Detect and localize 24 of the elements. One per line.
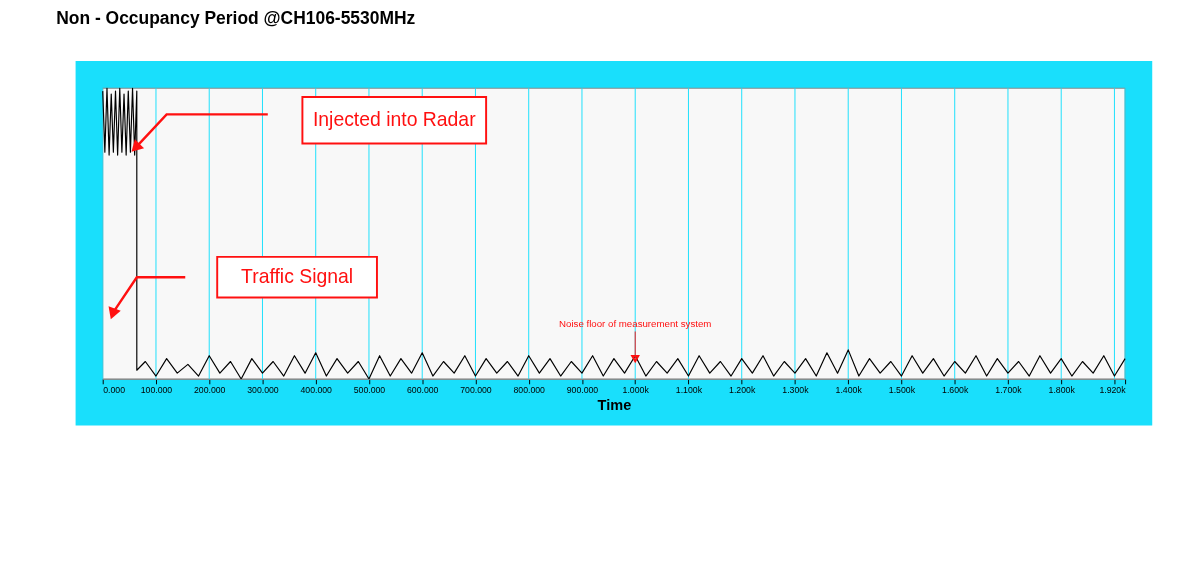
- x-tick-label: 100.000: [140, 385, 173, 396]
- x-tick-label: 800.000: [513, 385, 546, 396]
- x-tick-label: 1.500k: [888, 385, 916, 396]
- x-tick-label: 0.000: [103, 385, 126, 396]
- x-tick-label: 1.100k: [675, 385, 703, 396]
- x-tick-label: 1.920k: [1099, 385, 1127, 396]
- annotation: Traffic Signal: [241, 265, 354, 288]
- x-tick-label: 700.000: [460, 385, 492, 396]
- x-axis-title: Time: [597, 397, 632, 414]
- x-tick-label: 300.000: [247, 385, 279, 396]
- x-tick-label: 1.300k: [782, 385, 810, 396]
- x-tick-label: 500.000: [353, 385, 386, 396]
- x-tick-label: 1.200k: [729, 385, 756, 396]
- chart-title: Non - Occupancy Period @CH106-5530MHz: [56, 8, 416, 29]
- x-tick-label: 900.000: [566, 385, 599, 396]
- x-tick-label: 1.800k: [1048, 385, 1076, 396]
- x-tick-label: 1.400k: [835, 385, 863, 396]
- x-tick-label: 600.000: [406, 385, 439, 396]
- x-tick-label: 400.000: [300, 385, 333, 396]
- x-tick-label: 1.600k: [942, 385, 969, 396]
- x-tick-label: 1.000k: [622, 385, 650, 396]
- x-tick-label: 1.700k: [995, 385, 1023, 396]
- annotation: Injected into Radar: [312, 108, 477, 131]
- x-tick-label: 200.000: [193, 385, 226, 396]
